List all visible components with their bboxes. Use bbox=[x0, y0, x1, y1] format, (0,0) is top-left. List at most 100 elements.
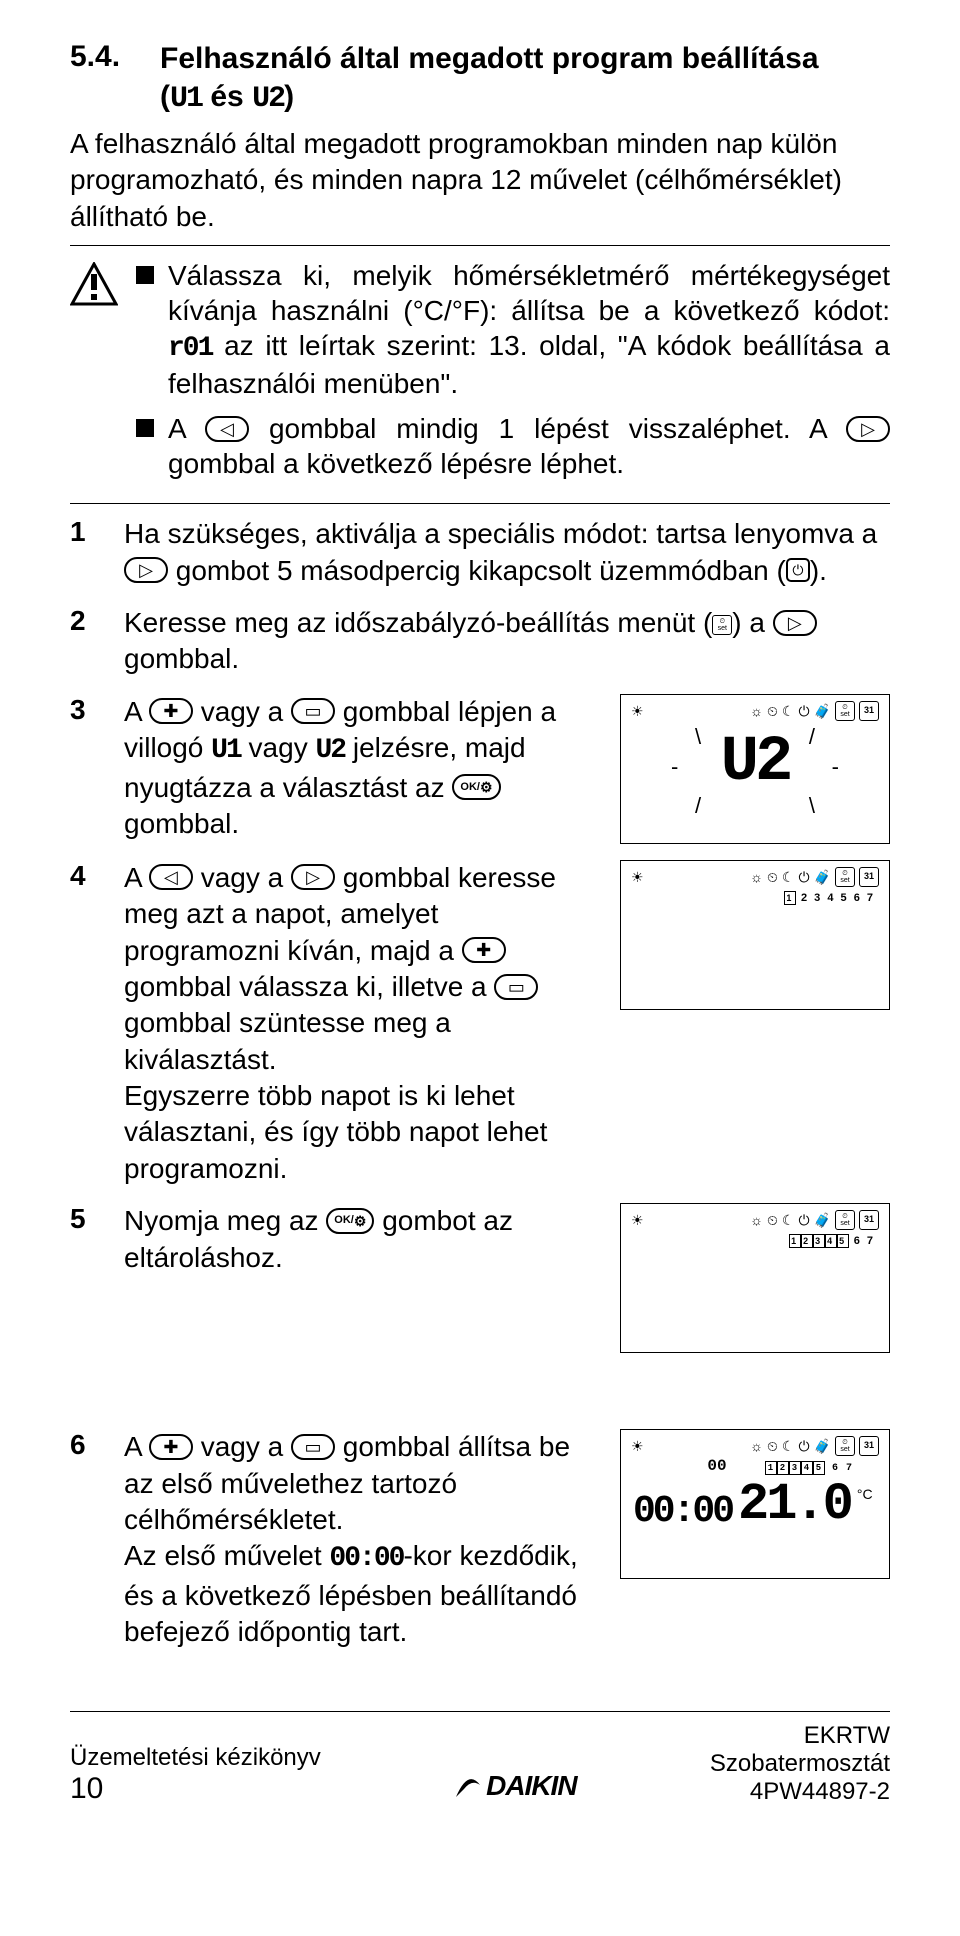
footer-brand: DAIKIN bbox=[454, 1770, 576, 1806]
steps-list: 1 Ha szükséges, aktiválja a speciális mó… bbox=[70, 516, 890, 1650]
step-number: 5 bbox=[70, 1203, 100, 1235]
step-number: 6 bbox=[70, 1429, 100, 1461]
day-row: 1 2 3 4 5 6 7 bbox=[627, 887, 883, 905]
warning-icon bbox=[70, 262, 118, 311]
page-number: 10 bbox=[70, 1772, 321, 1806]
suitcase-icon: 🧳 bbox=[814, 868, 831, 886]
lcd-time-temp: 00:00 21.0 °C bbox=[627, 1477, 883, 1533]
title-prefix: ( bbox=[160, 80, 170, 113]
set-icon: ⏲set bbox=[835, 1210, 855, 1230]
code-r01: r01 bbox=[168, 331, 212, 366]
step-3-text: A ✚ vagy a ▭ gombbal lépjen a villogó U1… bbox=[124, 694, 600, 844]
moon-icon: ☾ bbox=[782, 702, 795, 720]
warning-block: Válassza ki, melyik hőmérsékletmérő mért… bbox=[70, 258, 890, 491]
sun-icon: ☀ bbox=[631, 1211, 644, 1229]
sun-icon: ☀ bbox=[631, 702, 644, 720]
footer-product: Szobatermosztát bbox=[710, 1750, 890, 1778]
day-numbers: 6 7 bbox=[854, 1235, 875, 1247]
plus-button-icon: ✚ bbox=[149, 698, 193, 724]
step-6: 6 A ✚ vagy a ▭ gombbal állítsa be az els… bbox=[70, 1429, 890, 1650]
set-icon: ⏲set bbox=[712, 615, 732, 635]
title-suffix: ) bbox=[284, 80, 294, 113]
bullet-icon bbox=[136, 419, 154, 437]
set-icon: ⏲set bbox=[835, 1436, 855, 1456]
day-selected-icon: 1 bbox=[784, 891, 796, 905]
suitcase-icon: 🧳 bbox=[814, 1437, 831, 1455]
plus-button-icon: ✚ bbox=[462, 937, 506, 963]
separator bbox=[70, 503, 890, 504]
day-selected-icon: 5 bbox=[837, 1234, 849, 1248]
bullet-icon bbox=[136, 266, 154, 284]
step-1: 1 Ha szükséges, aktiválja a speciális mó… bbox=[70, 516, 890, 589]
suitcase-icon: 🧳 bbox=[814, 702, 831, 720]
right-arrow-button-icon: ▷ bbox=[846, 416, 890, 442]
brand-name: DAIKIN bbox=[486, 1770, 576, 1802]
right-arrow-button-icon: ▷ bbox=[773, 610, 817, 636]
power-icon: ⏻ bbox=[798, 868, 809, 886]
plus-button-icon: ✚ bbox=[149, 1434, 193, 1460]
code-u2: U2 bbox=[315, 733, 345, 769]
time-0000: 00:00 bbox=[329, 1541, 403, 1577]
step-4-text: A ◁ vagy a ▷ gombbal keresse meg azt a n… bbox=[124, 860, 600, 1188]
calendar-icon: 31 bbox=[859, 701, 879, 721]
power-icon: ⏻ bbox=[786, 558, 810, 582]
lcd-display-step4: ☀ ☼ ⏲ ☾ ⏻ 🧳 ⏲set 31 1 2 3 4 5 6 7 bbox=[620, 860, 890, 1010]
ok-button-icon: OK/⚙ bbox=[326, 1208, 374, 1234]
step-number: 3 bbox=[70, 694, 100, 726]
calendar-icon: 31 bbox=[859, 1436, 879, 1456]
section-heading: 5.4. Felhasználó által megadott program … bbox=[70, 40, 890, 118]
step-2-text: Keresse meg az időszabályzó-beállítás me… bbox=[124, 605, 890, 678]
footer-model: EKRTW bbox=[710, 1722, 890, 1750]
step-number: 1 bbox=[70, 516, 100, 548]
step-number: 2 bbox=[70, 605, 100, 637]
step-1-text: Ha szükséges, aktiválja a speciális módo… bbox=[124, 516, 890, 589]
left-arrow-button-icon: ◁ bbox=[149, 864, 193, 890]
clock-icon: ⏲ bbox=[767, 1437, 778, 1455]
step-2: 2 Keresse meg az időszabályzó-beállítás … bbox=[70, 605, 890, 678]
calendar-icon: 31 bbox=[859, 867, 879, 887]
clock-icon: ⏲ bbox=[767, 868, 778, 886]
day-numbers: 2 3 4 5 6 7 bbox=[801, 892, 875, 904]
action-number: 00 12345 6 7 bbox=[627, 1456, 883, 1477]
code-u1: U1 bbox=[211, 733, 241, 769]
sun-outline-icon: ☼ bbox=[750, 868, 763, 886]
sun-outline-icon: ☼ bbox=[750, 1211, 763, 1229]
day-row: 12345 6 7 bbox=[627, 1230, 883, 1248]
moon-icon: ☾ bbox=[782, 868, 795, 886]
minus-button-icon: ▭ bbox=[494, 974, 538, 1000]
lcd-display-step3: ☀ ☼ ⏲ ☾ ⏻ 🧳 ⏲set 31 U2 \ / - bbox=[620, 694, 890, 844]
warn-bullet-1-text: Válassza ki, melyik hőmérsékletmérő mért… bbox=[168, 258, 890, 401]
power-icon: ⏻ bbox=[798, 1437, 809, 1455]
minus-button-icon: ▭ bbox=[291, 698, 335, 724]
section-number: 5.4. bbox=[70, 40, 160, 118]
page-footer: Üzemeltetési kézikönyv 10 DAIKIN EKRTW S… bbox=[70, 1711, 890, 1806]
daikin-logo-icon bbox=[454, 1774, 482, 1798]
minus-button-icon: ▭ bbox=[291, 1434, 335, 1460]
day-selected-icon: 4 bbox=[825, 1234, 837, 1248]
suitcase-icon: 🧳 bbox=[814, 1211, 831, 1229]
warn-bullet-2: A ◁ gombbal mindig 1 lépést visszaléphet… bbox=[136, 411, 890, 481]
clock-icon: ⏲ bbox=[767, 702, 778, 720]
set-icon: ⏲set bbox=[835, 701, 855, 721]
right-arrow-button-icon: ▷ bbox=[124, 557, 168, 583]
set-icon: ⏲set bbox=[835, 867, 855, 887]
lcd-display-step6: ☀ ☼ ⏲ ☾ ⏻ 🧳 ⏲set 31 00 12345 6 7 bbox=[620, 1429, 890, 1579]
step-number: 4 bbox=[70, 860, 100, 892]
lcd-u2-value: U2 bbox=[627, 731, 883, 795]
sun-icon: ☀ bbox=[631, 1437, 644, 1455]
moon-icon: ☾ bbox=[782, 1211, 795, 1229]
lcd-display-step5: ☀ ☼ ⏲ ☾ ⏻ 🧳 ⏲set 31 12345 6 7 bbox=[620, 1203, 890, 1353]
sun-icon: ☀ bbox=[631, 868, 644, 886]
section-title: Felhasználó által megadott program beáll… bbox=[160, 40, 890, 118]
step-5-text: Nyomja meg az OK/⚙ gombot az eltárolásho… bbox=[124, 1203, 600, 1353]
lcd-time: 00:00 bbox=[633, 1493, 732, 1531]
day-selected-icon: 1 bbox=[789, 1234, 801, 1248]
moon-icon: ☾ bbox=[782, 1437, 795, 1455]
power-icon: ⏻ bbox=[798, 1211, 809, 1229]
day-selected-icon: 3 bbox=[813, 1234, 825, 1248]
calendar-icon: 31 bbox=[859, 1210, 879, 1230]
ok-button-icon: OK/⚙ bbox=[452, 774, 500, 800]
left-arrow-button-icon: ◁ bbox=[205, 416, 249, 442]
step-5: 5 Nyomja meg az OK/⚙ gombot az eltárolás… bbox=[70, 1203, 890, 1353]
title-code-u1: U1 bbox=[170, 81, 202, 119]
